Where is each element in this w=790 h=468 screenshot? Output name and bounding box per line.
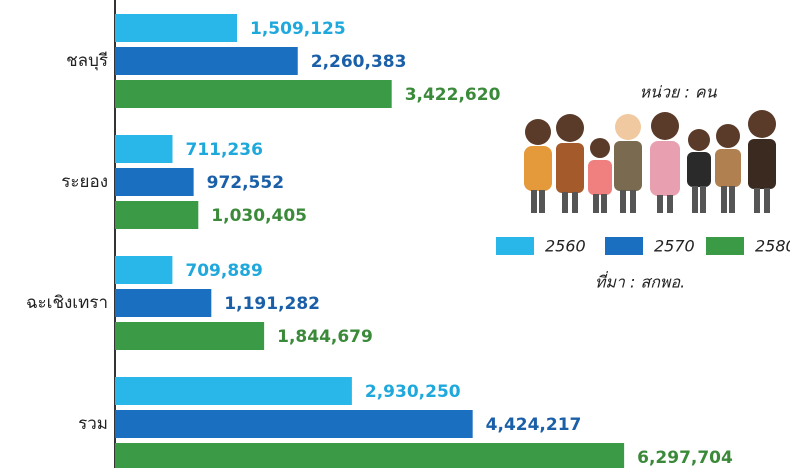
value-label: 1,509,125 [250, 19, 346, 39]
bar [115, 14, 238, 42]
source-label: ที่มา : สกพอ. [595, 271, 685, 292]
legend-swatch [496, 237, 534, 255]
bar [115, 410, 473, 438]
bar [115, 377, 352, 405]
category-label: รวม [78, 414, 108, 434]
value-label: 1,844,679 [277, 327, 373, 347]
bar [115, 289, 212, 317]
value-label: 4,424,217 [486, 415, 582, 435]
value-label: 709,889 [185, 261, 262, 281]
value-label: 711,236 [185, 140, 262, 160]
value-label: 2,930,250 [365, 382, 461, 402]
value-label: 3,422,620 [405, 85, 501, 105]
category-label: ชลบุรี [66, 51, 108, 71]
bar [115, 80, 392, 108]
bar [115, 135, 173, 163]
value-label: 6,297,704 [637, 448, 733, 468]
category-label: ระยอง [61, 172, 108, 192]
unit-label: หน่วย : คน [639, 83, 717, 102]
legend-swatch [706, 237, 744, 255]
bar [115, 256, 173, 284]
legend-label: 2580 [755, 237, 790, 256]
bar [115, 322, 265, 350]
legend-label: 2570 [654, 237, 695, 256]
family-illustration [524, 110, 776, 213]
bar [115, 201, 199, 229]
legend-label: 2560 [545, 237, 586, 256]
value-label: 972,552 [207, 173, 284, 193]
category-label: ฉะเชิงเทรา [26, 293, 108, 313]
value-label: 1,191,282 [224, 294, 320, 314]
value-label: 2,260,383 [311, 52, 407, 72]
value-label: 1,030,405 [211, 206, 307, 226]
legend-swatch [605, 237, 643, 255]
bar [115, 47, 298, 75]
bar [115, 168, 194, 196]
bar [115, 443, 625, 468]
